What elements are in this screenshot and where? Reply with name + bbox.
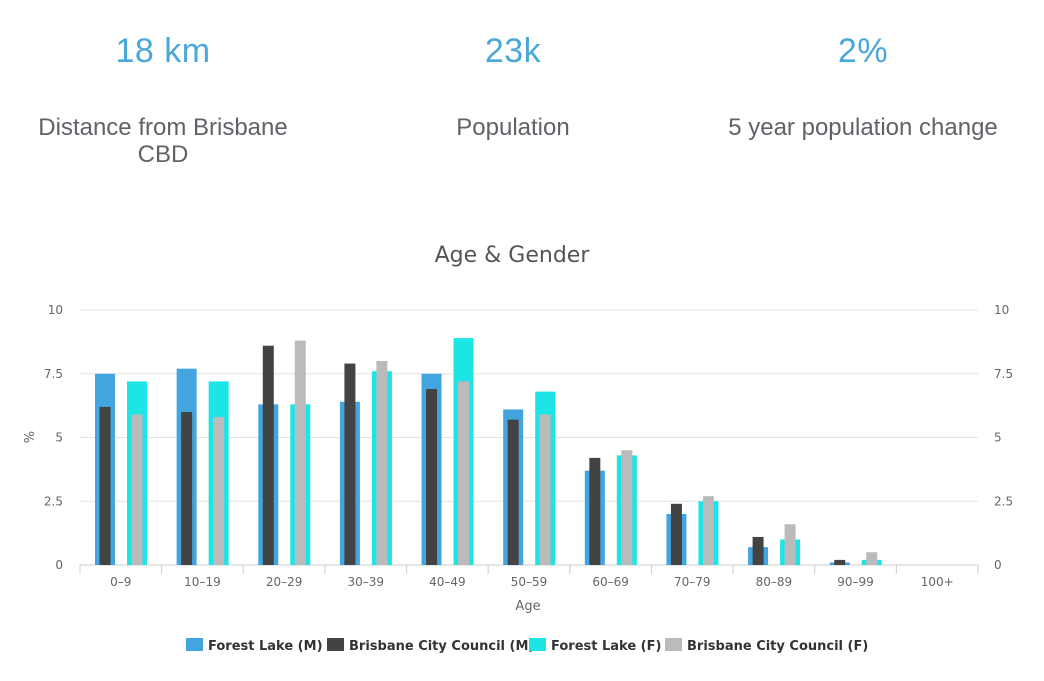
legend-label: Brisbane City Council (F) (687, 639, 868, 654)
legend-swatch (186, 638, 203, 651)
y-axis-title: % (23, 431, 38, 443)
bar[interactable] (834, 559, 846, 565)
legend-swatch (665, 638, 682, 651)
stat-label: Population (456, 114, 570, 141)
y-tick-label-left: 7.5 (44, 367, 63, 381)
y-tick-label-left: 0 (55, 558, 63, 572)
bars (95, 338, 882, 565)
bar[interactable] (181, 412, 193, 565)
x-tick-label: 70–79 (674, 575, 711, 589)
grid-lines: 0 0 2.5 2.5 5 5 7.5 7.5 10 10 (44, 303, 1013, 572)
bar[interactable] (131, 414, 143, 565)
stat-population: 23k Population (363, 28, 663, 141)
bar[interactable] (589, 457, 601, 565)
bar[interactable] (752, 536, 764, 565)
y-tick-label-left: 5 (55, 431, 63, 445)
legend[interactable]: Forest Lake (M) Brisbane City Council (M)… (186, 638, 868, 654)
x-tick-label: 100+ (921, 575, 954, 589)
stat-label: Distance from Brisbane CBD (38, 114, 288, 168)
bar[interactable] (344, 363, 356, 565)
x-axis-title: Age (515, 599, 540, 614)
x-tick-label: 60–69 (592, 575, 629, 589)
bar[interactable] (99, 406, 111, 565)
legend-item[interactable]: Brisbane City Council (M) (327, 638, 534, 654)
stat-value: 18 km (115, 32, 211, 70)
stat-population-change: 2% 5 year population change (713, 28, 1013, 141)
x-tick-label: 20–29 (266, 575, 303, 589)
legend-label: Forest Lake (F) (551, 639, 661, 654)
legend-label: Forest Lake (M) (208, 639, 323, 654)
x-tick-label: 10–19 (184, 575, 221, 589)
y-tick-label-left: 2.5 (44, 494, 63, 508)
bar[interactable] (784, 524, 796, 565)
bar[interactable] (376, 361, 388, 565)
bar[interactable] (262, 345, 274, 565)
x-axis: 0–9 10–19 20–29 30–39 40–49 50–59 60–69 70–79 80… (79, 565, 979, 589)
legend-swatch (529, 638, 546, 651)
bar[interactable] (621, 450, 633, 565)
y-tick-label-right: 7.5 (994, 367, 1013, 381)
stat-value: 2% (837, 32, 889, 70)
x-tick-label: 90–99 (837, 575, 874, 589)
stat-label: 5 year population change (728, 114, 998, 141)
legend-item[interactable]: Forest Lake (F) (529, 638, 661, 654)
legend-item[interactable]: Brisbane City Council (F) (665, 638, 868, 654)
legend-item[interactable]: Forest Lake (M) (186, 638, 323, 654)
legend-swatch (327, 638, 344, 651)
bar[interactable] (702, 496, 714, 565)
y-tick-label-right: 5 (994, 431, 1002, 445)
bar[interactable] (866, 552, 878, 565)
bar[interactable] (426, 389, 438, 565)
chart-title: Age & Gender (435, 243, 591, 268)
bar[interactable] (213, 417, 225, 565)
legend-label: Brisbane City Council (M) (349, 639, 534, 654)
y-tick-label-right: 0 (994, 558, 1002, 572)
x-tick-label: 40–49 (429, 575, 466, 589)
bar[interactable] (539, 414, 551, 565)
y-tick-label-left: 10 (48, 303, 63, 317)
x-tick-label: 80–89 (756, 575, 793, 589)
bar[interactable] (670, 503, 682, 565)
bar[interactable] (507, 419, 519, 565)
y-tick-label-right: 2.5 (994, 494, 1013, 508)
x-tick-label: 30–39 (347, 575, 384, 589)
stat-value: 23k (484, 32, 542, 70)
stats-row: 18 km Distance from Brisbane CBD 23k Pop… (0, 0, 1044, 200)
bar[interactable] (294, 340, 306, 565)
x-tick-label: 0–9 (110, 575, 131, 589)
stat-distance: 18 km Distance from Brisbane CBD (13, 28, 313, 168)
bar[interactable] (458, 381, 470, 565)
y-tick-label-right: 10 (994, 303, 1009, 317)
x-tick-label: 50–59 (511, 575, 548, 589)
